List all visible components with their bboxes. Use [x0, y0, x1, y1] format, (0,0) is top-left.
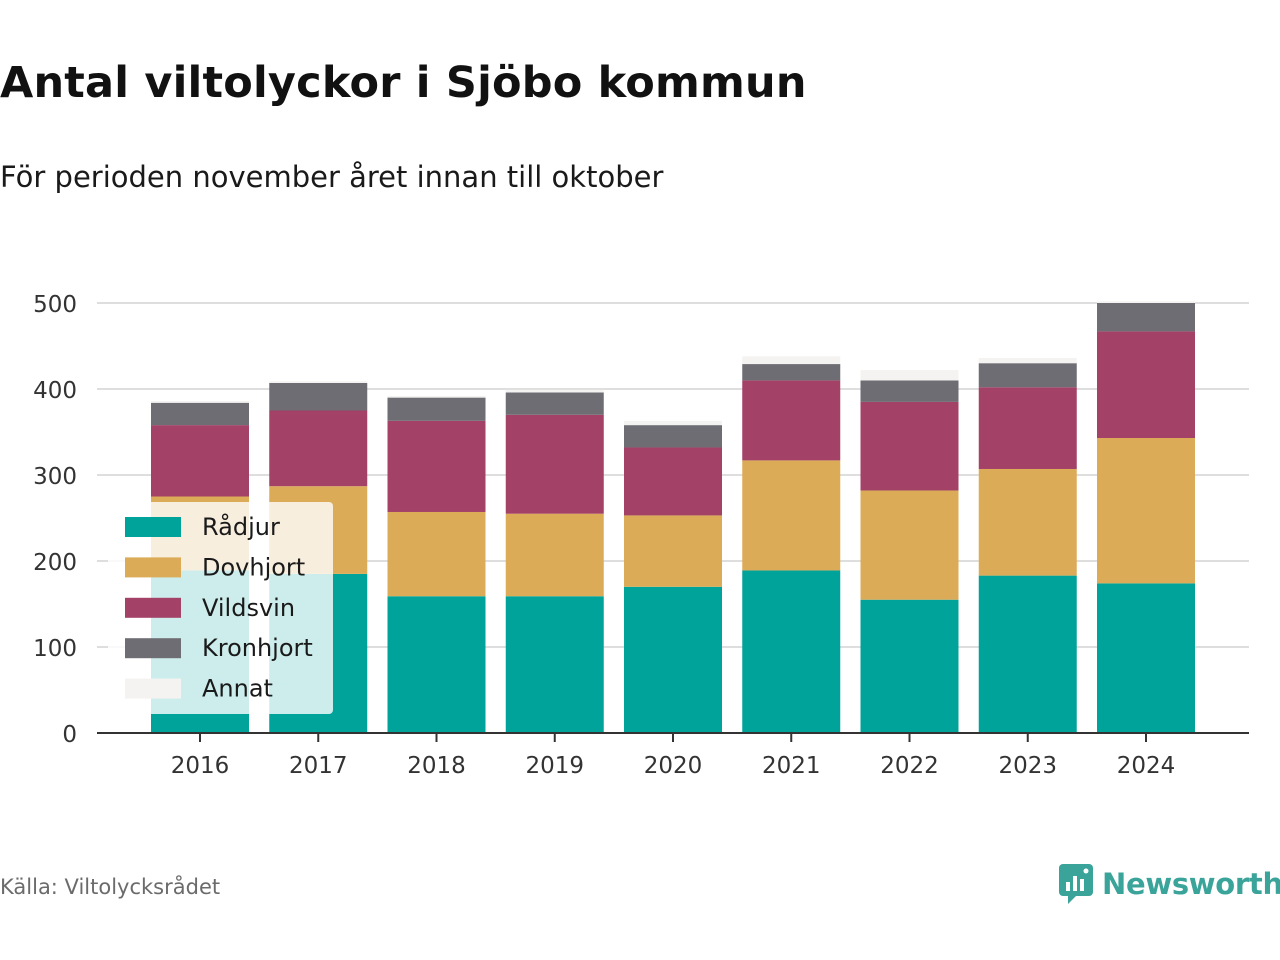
x-tick-label: 2022 — [880, 753, 939, 779]
y-tick-label: 500 — [33, 292, 77, 318]
bar-segment-dovhjort — [387, 511, 486, 597]
bar-segment-dovhjort — [742, 460, 841, 571]
bar-segment-rådjur — [742, 570, 841, 733]
legend-label: Dovhjort — [202, 553, 305, 581]
brand-name: Newsworthy — [1102, 867, 1280, 901]
legend: Rådjur Dovhjort Vildsvin Kronhjort Annat — [108, 502, 333, 714]
y-tick-label: 200 — [33, 550, 77, 576]
legend-swatch — [125, 557, 181, 578]
bar-segment-kronhjort — [387, 397, 486, 421]
bar-segment-kronhjort — [742, 364, 841, 381]
x-tick-label: 2016 — [171, 753, 230, 779]
bar-segment-kronhjort — [978, 363, 1077, 388]
brand-logo: Newsworthy — [1058, 862, 1280, 906]
bar-segment-rådjur — [624, 586, 722, 733]
source-note: Källa: Viltolycksrådet — [0, 875, 221, 899]
legend-label: Vildsvin — [202, 594, 295, 622]
bar-segment-annat — [505, 389, 604, 393]
bar-segment-vildsvin — [978, 387, 1077, 469]
bar-segment-rådjur — [387, 596, 486, 733]
bar-segment-rådjur — [1097, 583, 1195, 733]
legend-swatch — [125, 597, 181, 618]
bar-segment-kronhjort — [269, 382, 368, 411]
bar-segment-kronhjort — [151, 402, 249, 426]
newsworthy-logo-icon — [1059, 864, 1093, 904]
bar-segment-rådjur — [978, 575, 1077, 733]
chart-title: Antal viltolyckor i Sjöbo kommun — [0, 58, 807, 108]
legend-swatch — [125, 517, 181, 537]
bar-segment-vildsvin — [624, 447, 722, 516]
bar-segment-vildsvin — [742, 380, 841, 461]
y-tick-label: 400 — [33, 378, 77, 404]
bar-segment-vildsvin — [151, 425, 249, 497]
bar-segment-dovhjort — [624, 515, 722, 587]
x-tick-label: 2020 — [644, 753, 703, 779]
x-tick-label: 2017 — [289, 753, 348, 779]
x-tick-label: 2018 — [407, 753, 466, 779]
bar-segment-annat — [151, 401, 249, 403]
bar-segment-vildsvin — [387, 420, 486, 512]
legend-swatch — [125, 678, 181, 699]
bar-segment-annat — [860, 370, 959, 381]
x-tick-label: 2019 — [525, 753, 584, 779]
y-tick-label: 0 — [62, 722, 77, 748]
bar-segment-vildsvin — [505, 414, 604, 514]
bar-segment-vildsvin — [860, 401, 959, 491]
bar-segment-rådjur — [505, 596, 604, 733]
chart-subtitle: För perioden november året innan till ok… — [0, 160, 664, 194]
x-tick-label: 2021 — [762, 753, 821, 779]
bar-segment-kronhjort — [624, 425, 722, 448]
y-tick-label: 300 — [33, 464, 77, 490]
bar-segment-dovhjort — [860, 490, 959, 600]
y-axis-ticks: 0 100 200 300 400 500 — [33, 292, 77, 748]
x-tick-label: 2024 — [1117, 753, 1176, 779]
legend-swatch — [125, 638, 181, 659]
bar-segment-kronhjort — [505, 392, 604, 415]
legend-label: Annat — [202, 675, 273, 703]
bar-segment-annat — [742, 356, 841, 365]
bar-segment-annat — [387, 395, 486, 398]
bar-segment-annat — [269, 381, 368, 383]
legend-background — [108, 502, 333, 714]
bar-segment-vildsvin — [1097, 331, 1195, 439]
bar-segment-annat — [1097, 301, 1195, 303]
bar-segment-kronhjort — [1097, 303, 1195, 332]
y-tick-label: 100 — [33, 636, 77, 662]
bar-segment-dovhjort — [1097, 438, 1195, 584]
bar-segment-annat — [978, 358, 1077, 364]
bar-segment-vildsvin — [269, 410, 368, 487]
x-tick-label: 2023 — [998, 753, 1057, 779]
bar-segment-annat — [624, 420, 722, 426]
bar-segment-dovhjort — [978, 468, 1077, 576]
legend-label: Rådjur — [202, 512, 280, 541]
x-axis-ticks: 2016 2017 2018 2019 2020 2021 2022 2023 2024 — [171, 733, 1176, 779]
bar-segment-dovhjort — [505, 513, 604, 597]
bar-segment-kronhjort — [860, 380, 959, 402]
bar-segment-rådjur — [860, 599, 959, 733]
legend-label: Kronhjort — [202, 634, 313, 662]
